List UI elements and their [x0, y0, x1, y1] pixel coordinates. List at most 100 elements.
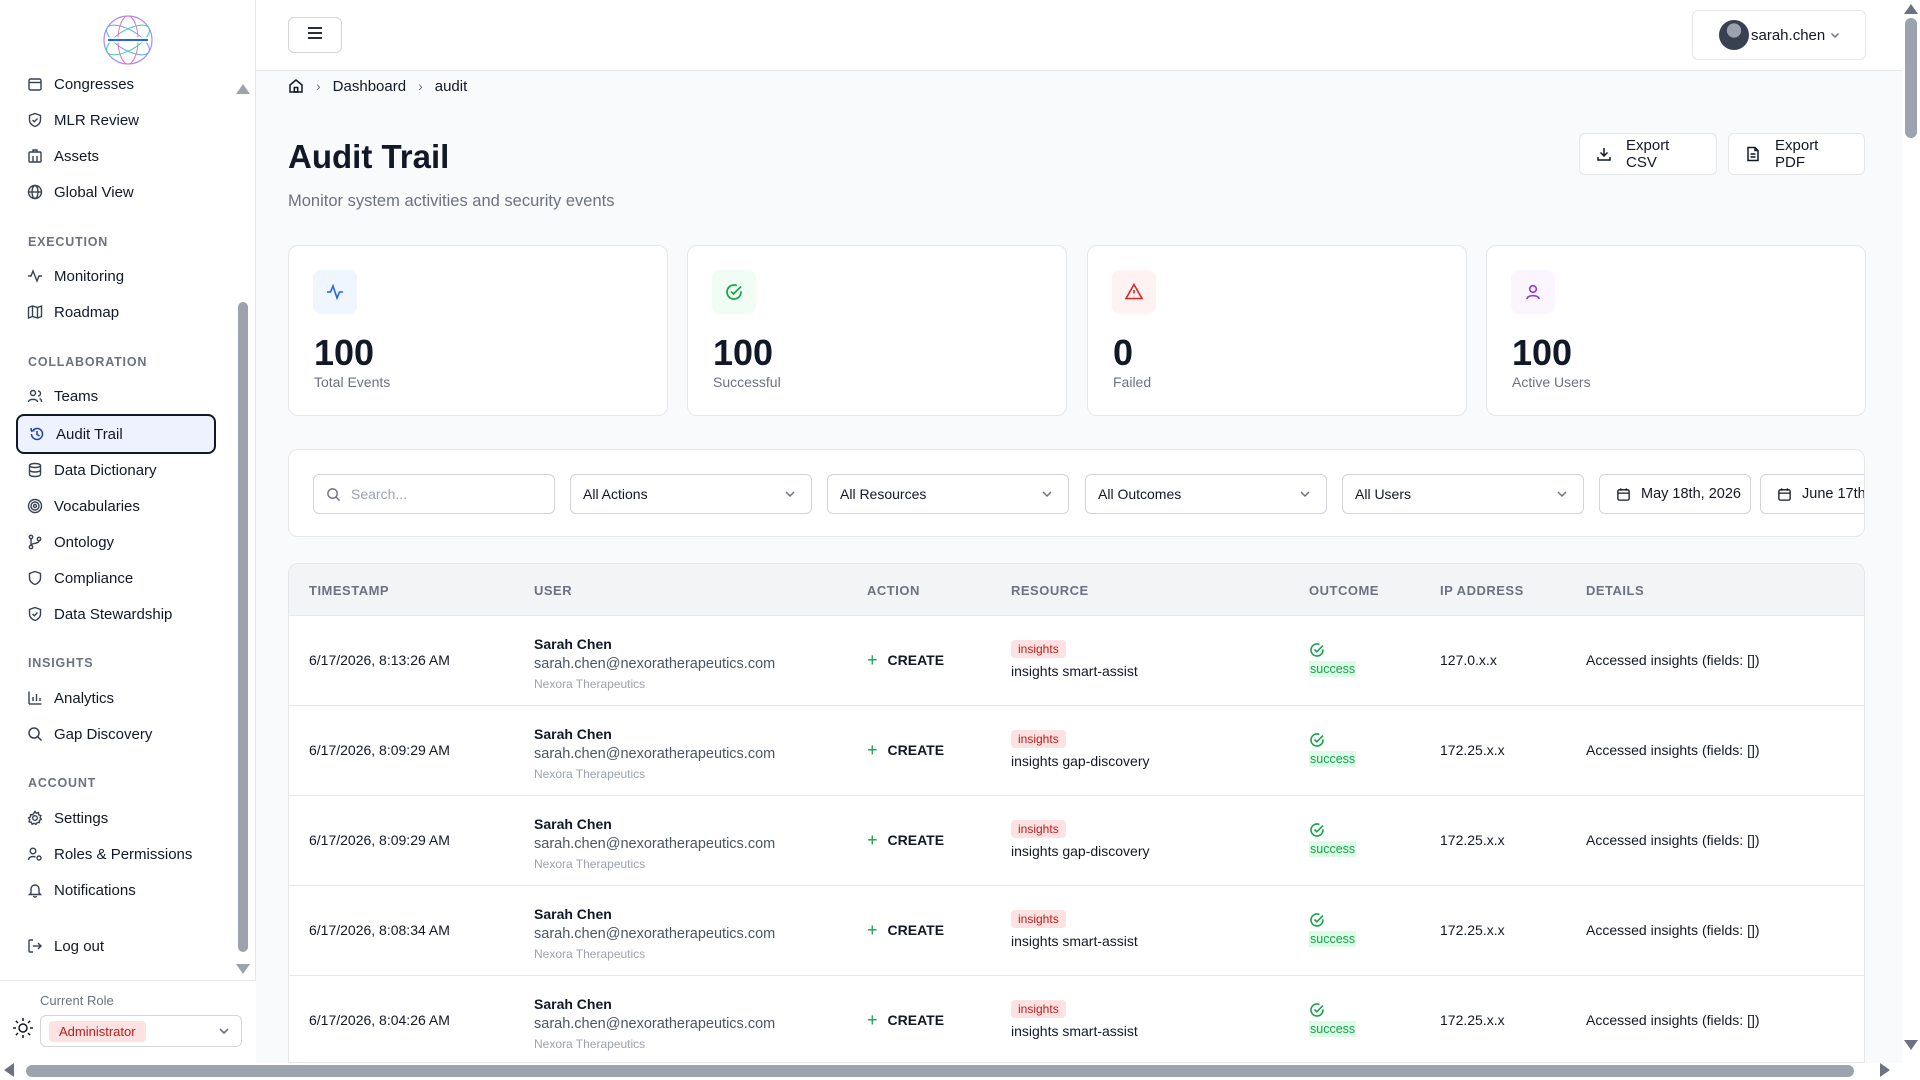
sun-icon[interactable]: [12, 1017, 34, 1044]
breadcrumb-dashboard[interactable]: Dashboard: [332, 77, 407, 95]
outcomes-filter-select[interactable]: All Outcomes: [1085, 474, 1327, 514]
shield-check-icon: [26, 605, 44, 623]
user-menu-button[interactable]: sarah.chen: [1692, 10, 1866, 60]
resources-filter-select[interactable]: All Resources: [827, 474, 1069, 514]
top-header: sarah.chen: [256, 0, 1902, 71]
sidebar-scroll-down[interactable]: [236, 964, 250, 974]
shield-check-icon: [26, 111, 44, 129]
actions-filter-select[interactable]: All Actions: [570, 474, 812, 514]
sidebar-item-roles-permissions[interactable]: Roles & Permissions: [16, 836, 216, 872]
column-header-timestamp[interactable]: TIMESTAMP: [309, 583, 390, 598]
user-cog-icon: [26, 845, 44, 863]
cell-details: Accessed insights (fields: []): [1586, 832, 1760, 848]
cell-timestamp: 6/17/2026, 8:04:26 AM: [309, 1012, 450, 1028]
globe-icon: [26, 183, 44, 201]
cell-resource: insights smart-assist: [1011, 1023, 1138, 1039]
date-to-picker[interactable]: June 17th, 2026: [1760, 474, 1865, 514]
sidebar-item-assets[interactable]: Assets: [16, 138, 216, 174]
plus-icon: +: [867, 1010, 878, 1030]
chevron-down-icon: [1829, 29, 1841, 41]
date-to-value: June 17th, 2026: [1802, 486, 1865, 502]
sidebar-scroll-up[interactable]: [236, 84, 250, 94]
git-branch-icon: [26, 533, 44, 551]
role-select[interactable]: Administrator: [40, 1015, 242, 1047]
export-pdf-button[interactable]: Export PDF: [1728, 133, 1865, 175]
section-label-collaboration: COLLABORATION: [28, 355, 148, 369]
check-circle-icon: [1309, 822, 1325, 841]
check-circle-icon: [1309, 912, 1325, 931]
check-circle-icon: [712, 270, 756, 314]
logout-button[interactable]: Log out: [16, 928, 216, 964]
cell-action: + CREATE: [867, 831, 944, 849]
check-circle-icon: [1309, 732, 1325, 751]
sidebar-item-vocabularies[interactable]: Vocabularies: [16, 488, 216, 524]
page-horizontal-scrollbar[interactable]: [26, 1065, 1854, 1077]
cell-resource: insights gap-discovery: [1011, 753, 1150, 769]
action-label: CREATE: [887, 1012, 945, 1028]
stat-card-successful: 100 Successful: [687, 245, 1067, 416]
sidebar-item-mlr-review[interactable]: MLR Review: [16, 102, 216, 138]
select-value: All Users: [1355, 486, 1412, 502]
sidebar-item-data-stewardship[interactable]: Data Stewardship: [16, 596, 216, 632]
home-icon[interactable]: [288, 78, 304, 94]
column-header-ip-address[interactable]: IP ADDRESS: [1440, 583, 1524, 598]
sidebar-item-label: Assets: [54, 147, 100, 165]
users-icon: [26, 387, 44, 405]
column-header-action[interactable]: ACTION: [867, 583, 920, 598]
sidebar-item-monitoring[interactable]: Monitoring: [16, 258, 216, 294]
search-box[interactable]: [313, 474, 555, 514]
column-header-resource[interactable]: RESOURCE: [1011, 583, 1089, 598]
cell-user-org: Nexora Therapeutics: [534, 857, 646, 871]
gear-icon: [26, 809, 44, 827]
scroll-left-arrow[interactable]: [4, 1063, 14, 1077]
search-input[interactable]: [351, 486, 541, 502]
sidebar-scrollbar[interactable]: [238, 302, 248, 952]
building-icon: [26, 147, 44, 165]
cell-timestamp: 6/17/2026, 8:13:26 AM: [309, 652, 450, 668]
table-row[interactable]: 6/17/2026, 8:09:29 AM Sarah Chen sarah.che…: [289, 796, 1864, 886]
sidebar-item-gap-discovery[interactable]: Gap Discovery: [16, 716, 216, 752]
scroll-down-arrow[interactable]: [1904, 1040, 1918, 1050]
sidebar-item-ontology[interactable]: Ontology: [16, 524, 216, 560]
outcome-badge: success: [1309, 751, 1357, 767]
date-from-picker[interactable]: May 18th, 2026: [1599, 474, 1751, 514]
sidebar-item-roadmap[interactable]: Roadmap: [16, 294, 216, 330]
sidebar-item-notifications[interactable]: Notifications: [16, 872, 216, 908]
table-row[interactable]: 6/17/2026, 8:09:29 AM Sarah Chen sarah.che…: [289, 706, 1864, 796]
scroll-right-arrow[interactable]: [1880, 1063, 1890, 1077]
audit-table: TIMESTAMP USER ACTION RESOURCE OUTCOME I…: [288, 563, 1865, 1063]
cell-user-email: sarah.chen@nexoratherapeutics.com: [534, 926, 776, 942]
sidebar-item-global-view[interactable]: Global View: [16, 174, 216, 210]
sidebar-item-congresses[interactable]: Congresses: [16, 66, 216, 102]
sidebar-item-compliance[interactable]: Compliance: [16, 560, 216, 596]
table-row[interactable]: 6/17/2026, 8:04:26 AM Sarah Chen sarah.che…: [289, 976, 1864, 1062]
page-vertical-scrollbar-track[interactable]: [1902, 0, 1920, 1063]
sidebar-item-analytics[interactable]: Analytics: [16, 680, 216, 716]
column-header-outcome[interactable]: OUTCOME: [1309, 583, 1379, 598]
bell-icon: [26, 881, 44, 899]
cell-details: Accessed insights (fields: []): [1586, 652, 1760, 668]
sidebar-item-audit-trail[interactable]: Audit Trail: [16, 414, 216, 454]
menu-toggle-button[interactable]: [288, 17, 342, 53]
users-filter-select[interactable]: All Users: [1342, 474, 1584, 514]
sidebar-item-teams[interactable]: Teams: [16, 378, 216, 414]
date-from-value: May 18th, 2026: [1641, 486, 1741, 502]
export-csv-button[interactable]: Export CSV: [1579, 133, 1717, 175]
sidebar-item-data-dictionary[interactable]: Data Dictionary: [16, 452, 216, 488]
calendar-icon: [1616, 487, 1631, 502]
chevron-down-icon: [217, 1024, 231, 1043]
target-icon: [26, 497, 44, 515]
column-header-details[interactable]: DETAILS: [1586, 583, 1645, 598]
table-row[interactable]: 6/17/2026, 8:08:34 AM Sarah Chen sarah.che…: [289, 886, 1864, 976]
sidebar-item-label: MLR Review: [54, 111, 140, 129]
column-header-user[interactable]: USER: [534, 583, 573, 598]
export-pdf-label: Export PDF: [1775, 137, 1819, 171]
check-circle-icon: [1309, 1002, 1325, 1021]
sidebar-item-settings[interactable]: Settings: [16, 800, 216, 836]
scroll-up-arrow[interactable]: [1904, 4, 1918, 14]
table-row[interactable]: 6/17/2026, 8:13:26 AM Sarah Chen sarah.che…: [289, 616, 1864, 706]
table-header: TIMESTAMP USER ACTION RESOURCE OUTCOME I…: [289, 564, 1864, 616]
page-vertical-scrollbar[interactable]: [1905, 18, 1917, 138]
action-label: CREATE: [887, 922, 945, 938]
app-logo[interactable]: [100, 12, 156, 68]
